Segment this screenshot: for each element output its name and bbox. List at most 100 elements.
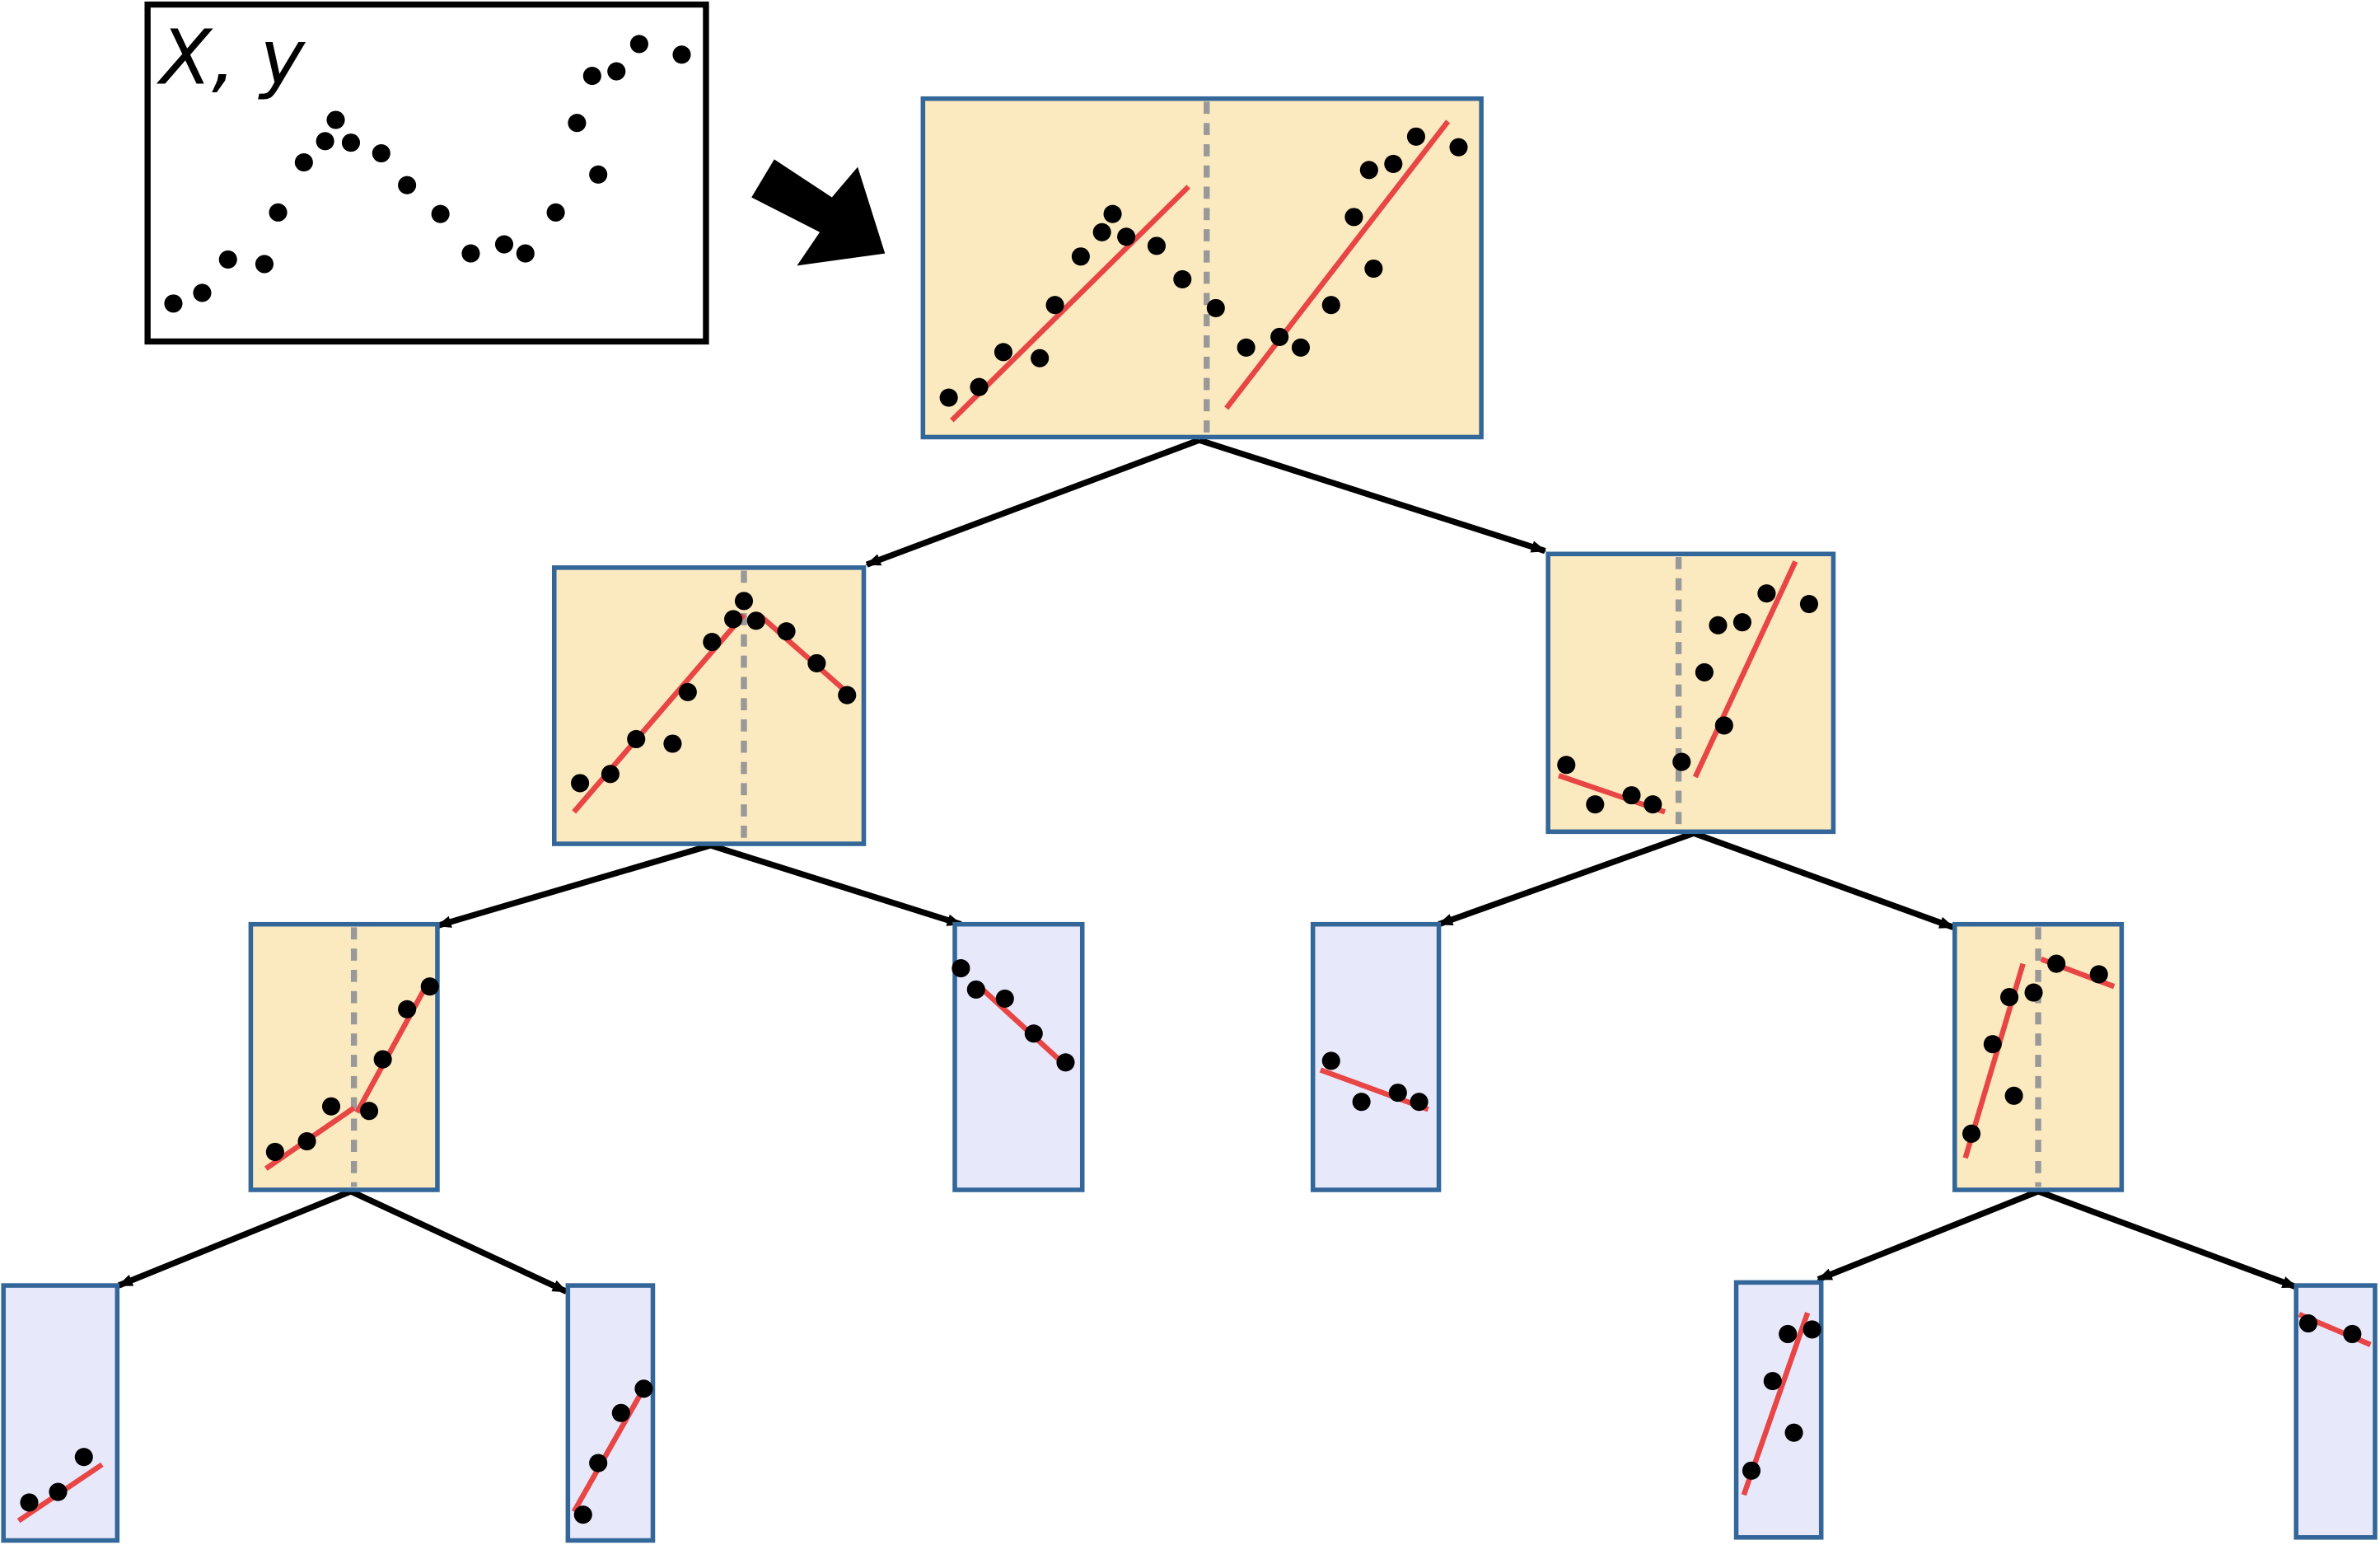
point [373,1050,392,1069]
point [321,1097,341,1116]
point [724,610,743,629]
tree-edge [1198,437,1547,555]
point [2343,1324,2362,1344]
point [1622,786,1641,805]
split-node [1545,551,1836,835]
point [49,1482,68,1501]
point [568,114,587,133]
point [2089,965,2108,984]
point [1117,227,1136,246]
point [601,765,620,784]
point [838,686,857,705]
tree-edge [1437,830,1695,928]
point [255,255,274,274]
point [1644,795,1662,814]
point [326,110,345,129]
point [1352,1093,1371,1112]
point [966,980,985,999]
point [1321,1051,1340,1070]
point [571,774,590,793]
fit-line [950,185,1190,423]
point [1803,1320,1821,1339]
point [672,45,691,64]
point [678,682,697,701]
point [1714,716,1733,735]
fit-line [1692,560,1798,779]
point [2004,1086,2023,1105]
point [431,204,450,223]
point [193,283,212,302]
point [1983,1035,2002,1054]
point [807,653,826,672]
fit-line [757,612,853,697]
point [995,989,1014,1008]
big-arrow [751,159,886,266]
point [2000,988,2019,1007]
tree-edge [865,437,1200,568]
point [970,377,989,396]
input-box [144,1,709,345]
point [1071,247,1090,266]
point [2298,1314,2317,1333]
point [297,1132,316,1151]
point [1449,138,1468,157]
point [1732,613,1751,632]
point [360,1102,379,1121]
tree-edge [436,842,712,929]
point [74,1448,93,1467]
point [164,294,183,313]
point [269,203,288,222]
point [494,235,514,254]
point [2047,954,2066,973]
point [1344,208,1363,227]
point [1784,1423,1803,1442]
point [372,143,390,163]
point [1147,236,1167,255]
point [218,250,237,269]
fit-line [354,981,431,1114]
split-node [248,921,440,1192]
fit-line [974,981,1069,1070]
point [1709,616,1728,634]
tree-edge [349,1188,568,1295]
tree-edge [1692,830,1955,930]
point [1270,327,1289,346]
tree-edge [709,842,963,928]
point [607,62,626,81]
point [1173,269,1192,288]
point [1321,296,1340,315]
point [734,592,754,611]
point [398,1000,417,1018]
fit-line [1224,119,1451,410]
point [1672,752,1691,771]
point [398,176,417,194]
point [1031,349,1050,368]
point [1779,1324,1798,1344]
point [1742,1461,1761,1480]
point [1586,795,1605,814]
point [611,1403,630,1422]
point [952,959,970,978]
point [746,611,765,630]
point [589,1454,608,1472]
point [629,35,648,54]
point [634,1379,653,1398]
point [1024,1024,1043,1043]
point [1237,338,1255,357]
point [1410,1093,1428,1112]
point [1757,584,1776,603]
point [627,729,646,749]
tree-edge [2036,1188,2298,1290]
point [1799,595,1819,614]
tree-edge [1817,1188,2040,1283]
point [341,133,361,152]
point [1291,338,1311,357]
point [1388,1084,1407,1103]
point [777,622,796,641]
point [1763,1372,1782,1391]
point [573,1505,592,1524]
point [994,343,1013,362]
point [1364,259,1383,279]
